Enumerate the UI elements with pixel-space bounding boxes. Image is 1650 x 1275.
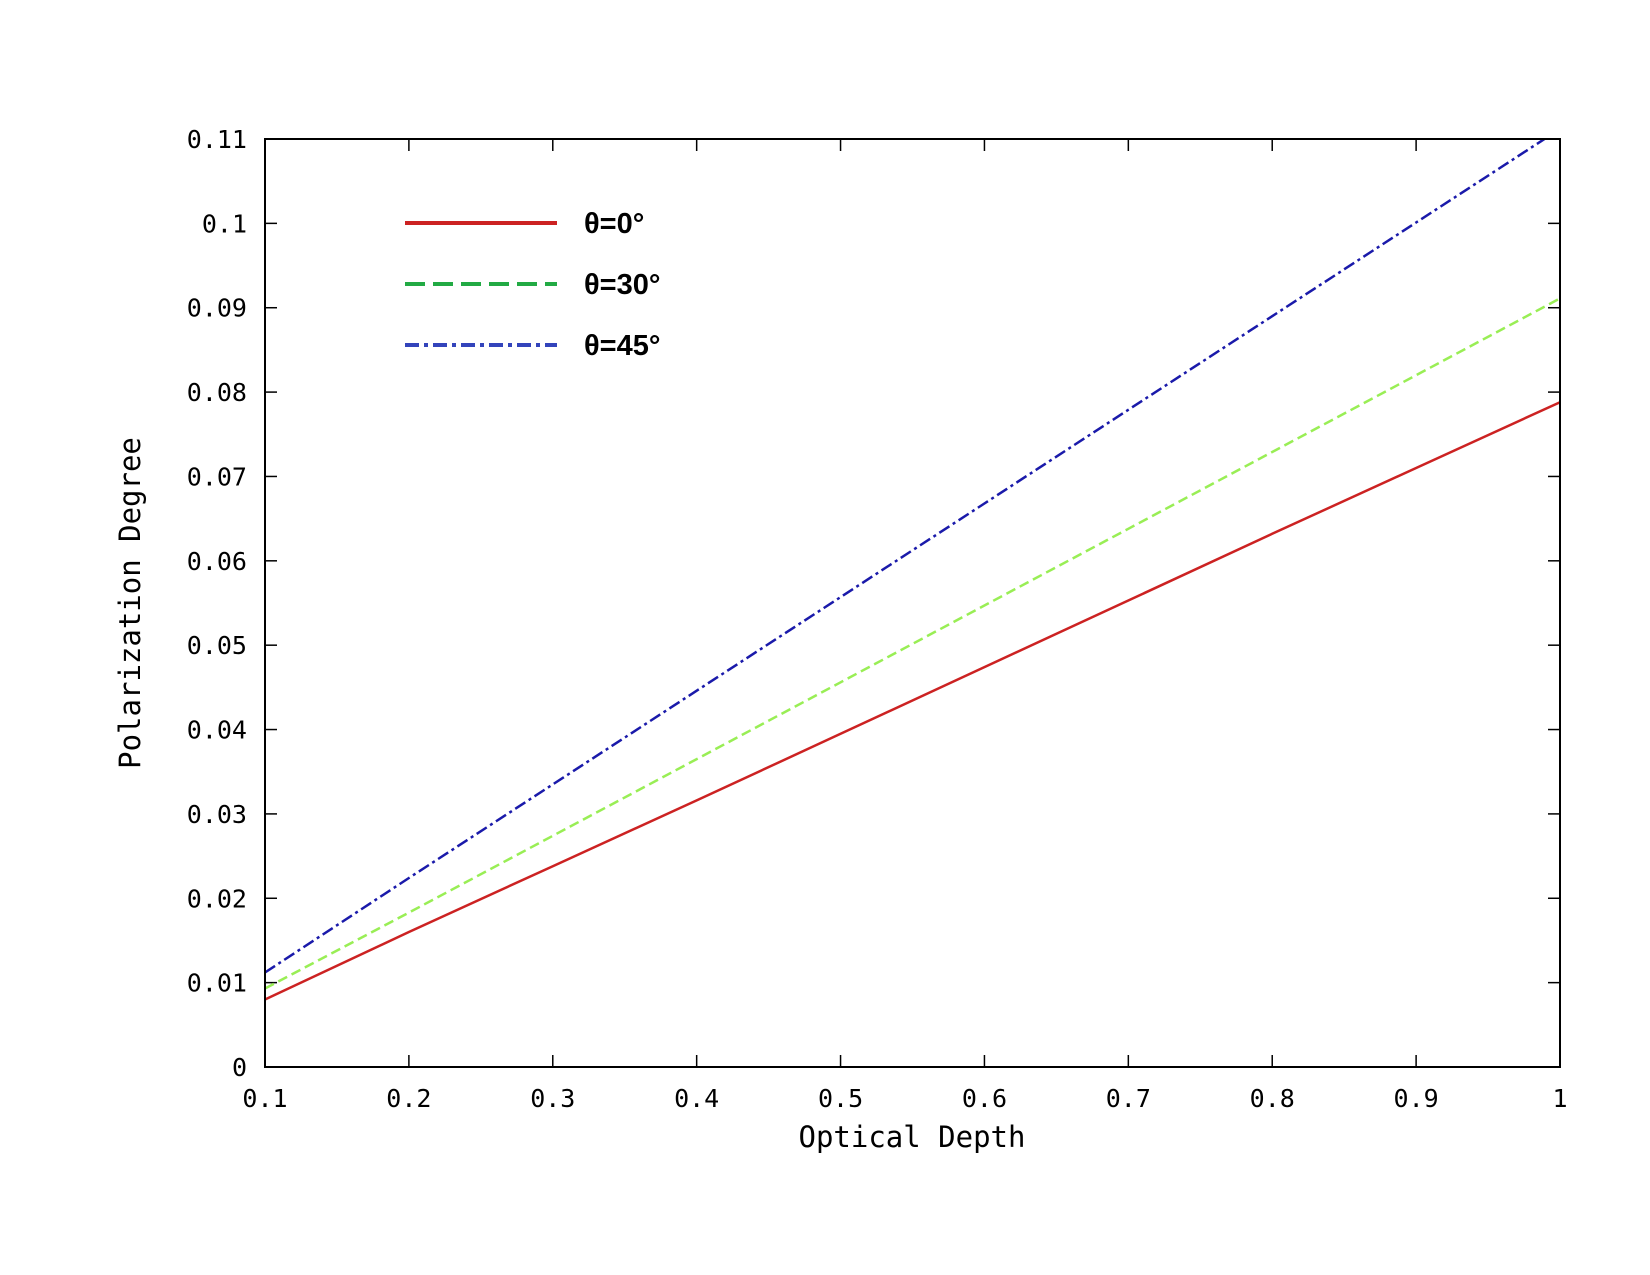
y-axis-title: Polarization Degree (113, 437, 147, 769)
y-tick-label: 0.05 (187, 631, 247, 660)
y-tick-label: 0.04 (187, 716, 247, 745)
x-tick-label: 0.1 (242, 1084, 287, 1113)
x-tick-label: 0.4 (674, 1084, 719, 1113)
y-tick-label: 0.11 (187, 125, 247, 154)
y-tick-label: 0.07 (187, 462, 247, 491)
x-tick-label: 0.9 (1394, 1084, 1439, 1113)
plot-frame (264, 138, 1561, 1068)
x-tick-label: 0.2 (386, 1084, 431, 1113)
legend-label-0: θ=0° (584, 208, 644, 240)
x-tick-label: 1 (1552, 1084, 1567, 1113)
x-tick-label: 0.3 (530, 1084, 575, 1113)
series-line-0 (265, 401, 1560, 1001)
legend: θ=0° θ=30° θ=45° (405, 208, 660, 362)
x-axis-title: Optical Depth (799, 1120, 1026, 1154)
y-tick-label: 0.03 (187, 800, 247, 829)
legend-label-1: θ=30° (584, 269, 660, 301)
y-tick-labels: 0 0.01 0.02 0.03 0.04 0.05 0.06 0.07 0.08 0.09 0.1… (187, 125, 247, 1082)
y-tick-label: 0.02 (187, 884, 247, 913)
y-tick-label: 0.09 (187, 294, 247, 323)
y-tick-label: 0.08 (187, 378, 247, 407)
series-line-2 (265, 139, 1547, 974)
y-tick-label: 0.06 (187, 547, 247, 576)
axis-ticks (264, 138, 1561, 1068)
y-tick-label: 0 (232, 1053, 247, 1082)
x-tick-labels: 0.1 0.2 0.3 0.4 0.5 0.6 0.7 0.8 0.9 1 (242, 1084, 1567, 1113)
x-tick-label: 0.6 (962, 1084, 1007, 1113)
x-tick-label: 0.8 (1250, 1084, 1295, 1113)
legend-label-2: θ=45° (584, 330, 660, 362)
series-line-1 (265, 297, 1560, 990)
y-tick-label: 0.1 (202, 209, 247, 238)
x-tick-label: 0.7 (1106, 1084, 1151, 1113)
x-tick-label: 0.5 (818, 1084, 863, 1113)
series-layer (265, 139, 1560, 1001)
y-tick-label: 0.01 (187, 969, 247, 998)
